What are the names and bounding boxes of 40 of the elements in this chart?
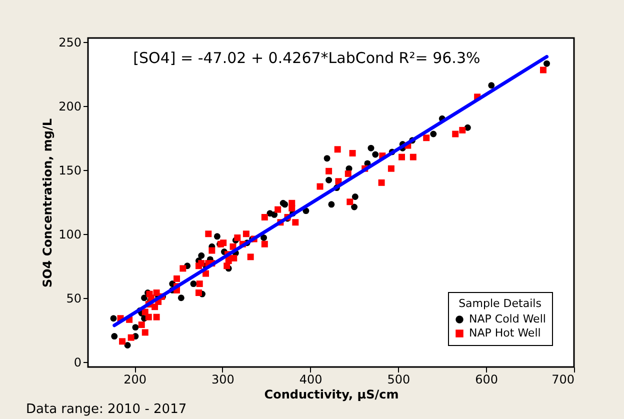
point xyxy=(198,252,205,259)
point xyxy=(132,324,139,331)
point xyxy=(111,333,118,340)
point xyxy=(214,233,220,240)
point xyxy=(190,280,197,288)
point xyxy=(351,204,358,210)
point xyxy=(178,294,184,302)
point xyxy=(141,294,148,302)
y-tick-label: 250 xyxy=(58,35,82,50)
point xyxy=(328,201,335,208)
point xyxy=(488,82,495,89)
legend-label: NAP Hot Well xyxy=(469,326,541,340)
y-tick-label: 50 xyxy=(66,291,82,306)
point xyxy=(324,155,330,162)
point xyxy=(124,342,131,348)
point xyxy=(368,144,374,152)
point xyxy=(430,130,437,138)
x-tick-label: 700 xyxy=(552,372,574,386)
legend-label: NAP Cold Well xyxy=(469,312,546,326)
point xyxy=(372,151,379,158)
x-tick-label: 400 xyxy=(299,372,322,386)
point xyxy=(110,315,117,322)
legend-title: Sample Details xyxy=(458,297,542,310)
x-axis-title: Conductivity, µS/cm xyxy=(264,388,399,402)
x-tick-label: 600 xyxy=(475,372,498,386)
x-tick-label: 500 xyxy=(387,372,410,386)
annotation: [SO4] = -47.02 + 0.4267*LabCond R²= 96.3% xyxy=(133,49,480,67)
x-tick-label: 200 xyxy=(124,372,147,386)
x-tick-label: 300 xyxy=(212,372,234,386)
y-tick-label: 100 xyxy=(58,227,82,242)
y-tick-label: 0 xyxy=(74,355,82,370)
text: Data range: 2010 - 2017 xyxy=(26,402,187,417)
y-tick-label: 200 xyxy=(58,99,82,114)
point xyxy=(464,124,471,131)
point xyxy=(544,60,550,67)
point xyxy=(326,176,332,184)
point xyxy=(352,194,358,200)
point xyxy=(260,234,268,241)
y-axis-title: SO4 Concentration, mg/L xyxy=(40,118,55,288)
y-tick-label: 150 xyxy=(58,163,82,178)
